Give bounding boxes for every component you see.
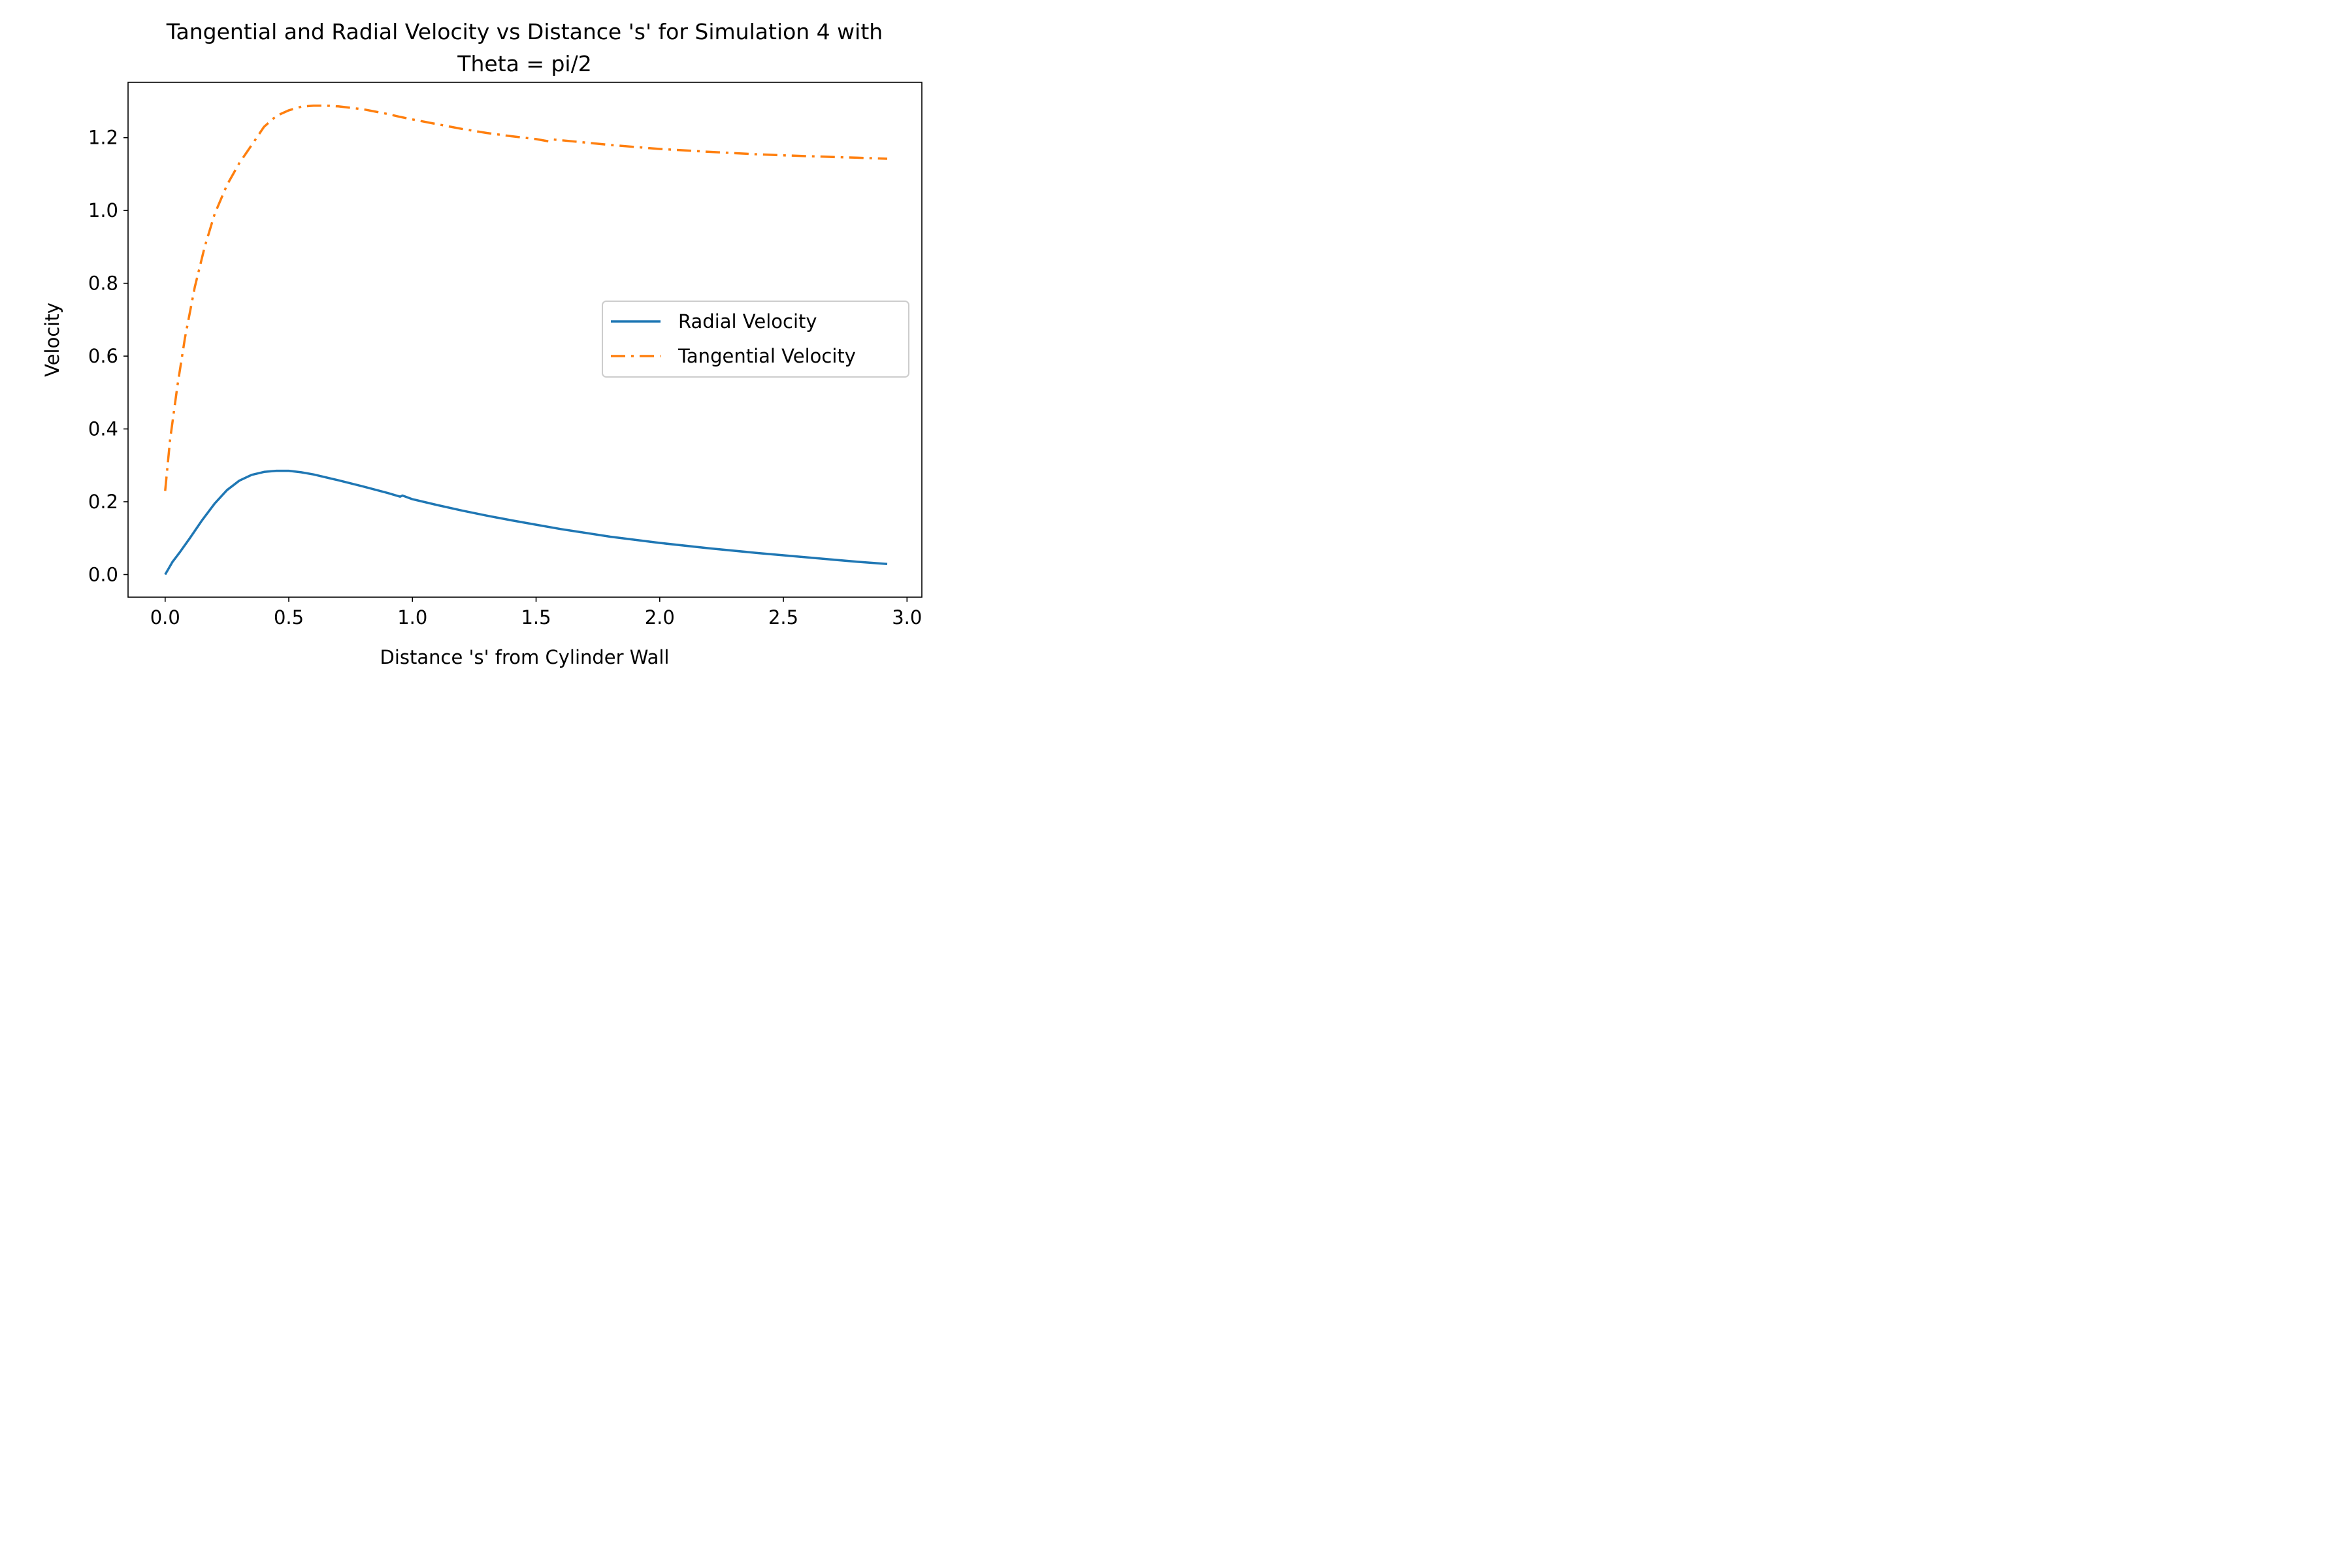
x-tick-label: 0.0 [150, 606, 180, 629]
legend-box [602, 301, 909, 378]
series-line-tangential-velocity [164, 104, 888, 491]
legend: Radial Velocity Tangential Velocity [602, 301, 909, 378]
chart-title-line1: Tangential and Radial Velocity vs Distan… [166, 19, 883, 44]
x-tick-label: 0.5 [274, 606, 304, 629]
x-axis-label: Distance 's' from Cylinder Wall [380, 646, 669, 668]
x-tick-label: 3.0 [892, 606, 922, 629]
series-lines [164, 104, 888, 576]
y-tick-label: 0.6 [88, 345, 118, 367]
chart-title-line2: Theta = pi/2 [457, 51, 591, 76]
y-axis-label: Velocity [41, 302, 63, 377]
y-tick-label: 1.0 [88, 199, 118, 221]
y-tick-label: 0.0 [88, 563, 118, 585]
x-tick-label: 1.0 [397, 606, 427, 629]
x-tick-label: 2.5 [768, 606, 798, 629]
y-tick-label: 1.2 [88, 127, 118, 149]
x-tick-label: 2.0 [645, 606, 675, 629]
y-tick-label: 0.8 [88, 272, 118, 295]
y-axis: 0.0 0.2 0.4 0.6 0.8 1.0 1.2 [88, 127, 128, 585]
x-tick-label: 1.5 [521, 606, 551, 629]
series-line-radial-velocity [164, 469, 888, 576]
x-axis: 0.0 0.5 1.0 1.5 2.0 2.5 3.0 [150, 597, 922, 629]
legend-label-tangential-velocity: Tangential Velocity [678, 345, 856, 367]
y-tick-label: 0.4 [88, 418, 118, 440]
y-tick-label: 0.2 [88, 491, 118, 513]
chart: Tangential and Radial Velocity vs Distan… [0, 0, 1024, 683]
legend-label-radial-velocity: Radial Velocity [678, 310, 817, 333]
